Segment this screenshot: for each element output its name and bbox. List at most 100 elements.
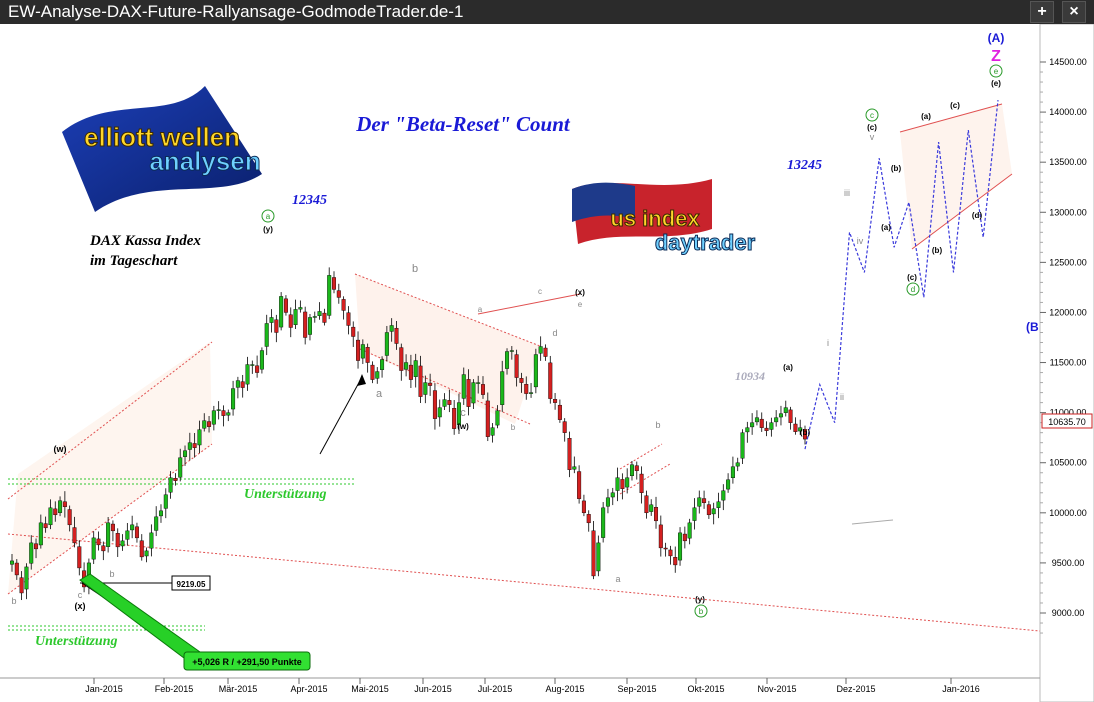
x-tick-label-4: Mai-2015 — [351, 684, 389, 694]
candle — [745, 421, 750, 443]
wave-label-b-jan: b — [11, 596, 16, 606]
candle — [577, 465, 582, 504]
wave-label-b-nov: (b) — [800, 428, 811, 437]
candle — [509, 346, 514, 360]
candle — [235, 376, 240, 399]
zoom-in-button[interactable]: + — [1030, 1, 1054, 23]
candle — [53, 501, 58, 522]
y-tick-label-12000: 12000.00 — [1049, 307, 1087, 317]
candle — [466, 369, 471, 416]
y-tick-label-13000: 13000.00 — [1049, 207, 1087, 217]
x-tick-label-0: Jan-2015 — [85, 684, 123, 694]
candle — [293, 299, 298, 329]
candle — [380, 356, 385, 378]
candle — [154, 506, 159, 537]
y-tick-label-13500: 13500.00 — [1049, 157, 1087, 167]
wave-label-ii: ii — [840, 392, 844, 402]
candle — [798, 419, 803, 435]
wave-label-c-top: (c) — [867, 123, 877, 132]
small-gray-line — [851, 519, 894, 525]
price-axis-area — [1039, 24, 1094, 702]
candle — [125, 523, 130, 546]
falling-channel — [355, 274, 540, 424]
candle — [500, 360, 505, 412]
projection-path — [804, 100, 999, 450]
triangle-lower — [911, 173, 1013, 250]
x-tick-label-12: Jan-2016 — [942, 684, 980, 694]
candle — [38, 514, 43, 549]
wave-label-y-low: (y) — [695, 595, 705, 604]
wave-label-a-proj1: (a) — [881, 223, 891, 232]
svg-text:d: d — [911, 285, 915, 294]
candle — [341, 296, 346, 320]
x-tick-label-11: Dez-2015 — [836, 684, 875, 694]
candle — [663, 542, 668, 557]
candle — [629, 461, 634, 481]
candle — [120, 534, 125, 551]
support-label-lower: Unterstützung — [35, 634, 117, 649]
wave-label-v: v — [870, 132, 875, 142]
x-tick-label-2: Mär-2015 — [219, 684, 258, 694]
x-tick-label-8: Sep-2015 — [617, 684, 656, 694]
candle — [322, 308, 327, 326]
candle — [115, 528, 120, 557]
candle — [610, 487, 615, 506]
candle — [485, 392, 490, 442]
close-button[interactable]: × — [1062, 1, 1086, 23]
candle — [245, 356, 250, 391]
wave-label-c-proj2: (c) — [950, 101, 960, 110]
candle — [615, 467, 620, 502]
candle — [24, 563, 29, 600]
candle — [365, 343, 370, 373]
candle — [605, 488, 610, 514]
y-tick-label-11500: 11500.00 — [1050, 358, 1087, 368]
candle — [505, 348, 510, 375]
candle — [413, 353, 418, 388]
candle — [255, 355, 260, 378]
wave-label-d-proj: (d) — [972, 211, 983, 220]
candle — [394, 320, 399, 350]
wave-label-iv: iv — [857, 236, 864, 246]
candle — [221, 405, 226, 427]
falling-channel-lower — [359, 348, 531, 425]
candle — [432, 383, 437, 430]
candle — [692, 498, 697, 530]
level-box — [171, 575, 211, 591]
candle — [264, 314, 269, 356]
candle — [173, 473, 178, 486]
candle — [644, 490, 649, 519]
candle — [529, 382, 534, 398]
window-title: EW-Analyse-DAX-Future-Rallyansage-Godmod… — [8, 2, 464, 21]
x-tick-label-9: Okt-2015 — [687, 684, 724, 694]
candle — [730, 456, 735, 484]
candle — [192, 433, 197, 458]
candle — [778, 405, 783, 426]
candle — [480, 376, 485, 399]
candle — [34, 538, 39, 559]
candle — [519, 372, 524, 393]
candle — [130, 515, 135, 539]
wave-label-x-high: (x) — [575, 288, 585, 297]
pointer-arrow — [319, 376, 363, 455]
candle — [207, 415, 212, 433]
candle — [216, 401, 221, 420]
wave-label-b-proj2: (b) — [932, 246, 943, 255]
candle — [783, 400, 788, 417]
svg-text:b: b — [699, 607, 704, 616]
wave-label-b-proj1: (b) — [891, 164, 902, 173]
support-zone-upper — [8, 478, 355, 485]
candle — [351, 321, 356, 347]
candle — [149, 524, 154, 557]
y-tick-label-10500: 10500.00 — [1049, 458, 1087, 468]
candle — [404, 354, 409, 377]
candle — [101, 541, 106, 561]
candle — [471, 379, 476, 409]
candle — [625, 468, 630, 494]
green-circle-d: d — [906, 282, 920, 296]
candle — [764, 421, 769, 437]
price-axis: 9000.00 9500.00 10000.00 10500.00 11000.00 11… — [1040, 57, 1087, 634]
candle — [596, 535, 601, 577]
channel-line-upper — [7, 341, 213, 500]
candle — [187, 432, 192, 461]
time-axis: Jan-2015 Feb-2015 Mär-2015 Apr-2015 Mai-2015… — [85, 678, 980, 694]
